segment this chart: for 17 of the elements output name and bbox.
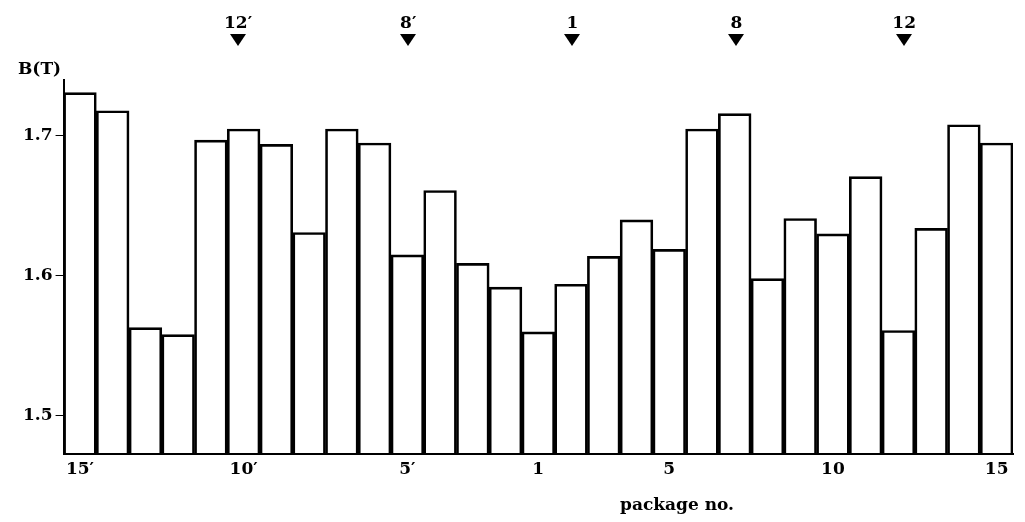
x-tick-label: 10 (821, 458, 845, 479)
text: 12′ (223, 12, 253, 32)
y-axis-title: B(T) (18, 58, 62, 78)
x-tick-label: 1 (532, 458, 545, 479)
x-tick-label: 15 (984, 458, 1009, 479)
x-tick-label: 5 (663, 458, 676, 479)
y-tick-label: 1.5 (23, 404, 53, 425)
text: 8 (730, 12, 743, 32)
text: 1 (566, 12, 579, 32)
y-tick-label: 1.7 (23, 124, 53, 145)
x-tick-label: 5′ (399, 458, 417, 479)
text: 12 (892, 12, 916, 32)
y-tick-label: 1.6 (23, 264, 53, 285)
text: 8′ (400, 12, 417, 32)
x-tick-label: 10′ (229, 458, 259, 479)
x-tick-label: 15′ (65, 458, 95, 479)
x-axis-title: package no. (620, 494, 734, 514)
